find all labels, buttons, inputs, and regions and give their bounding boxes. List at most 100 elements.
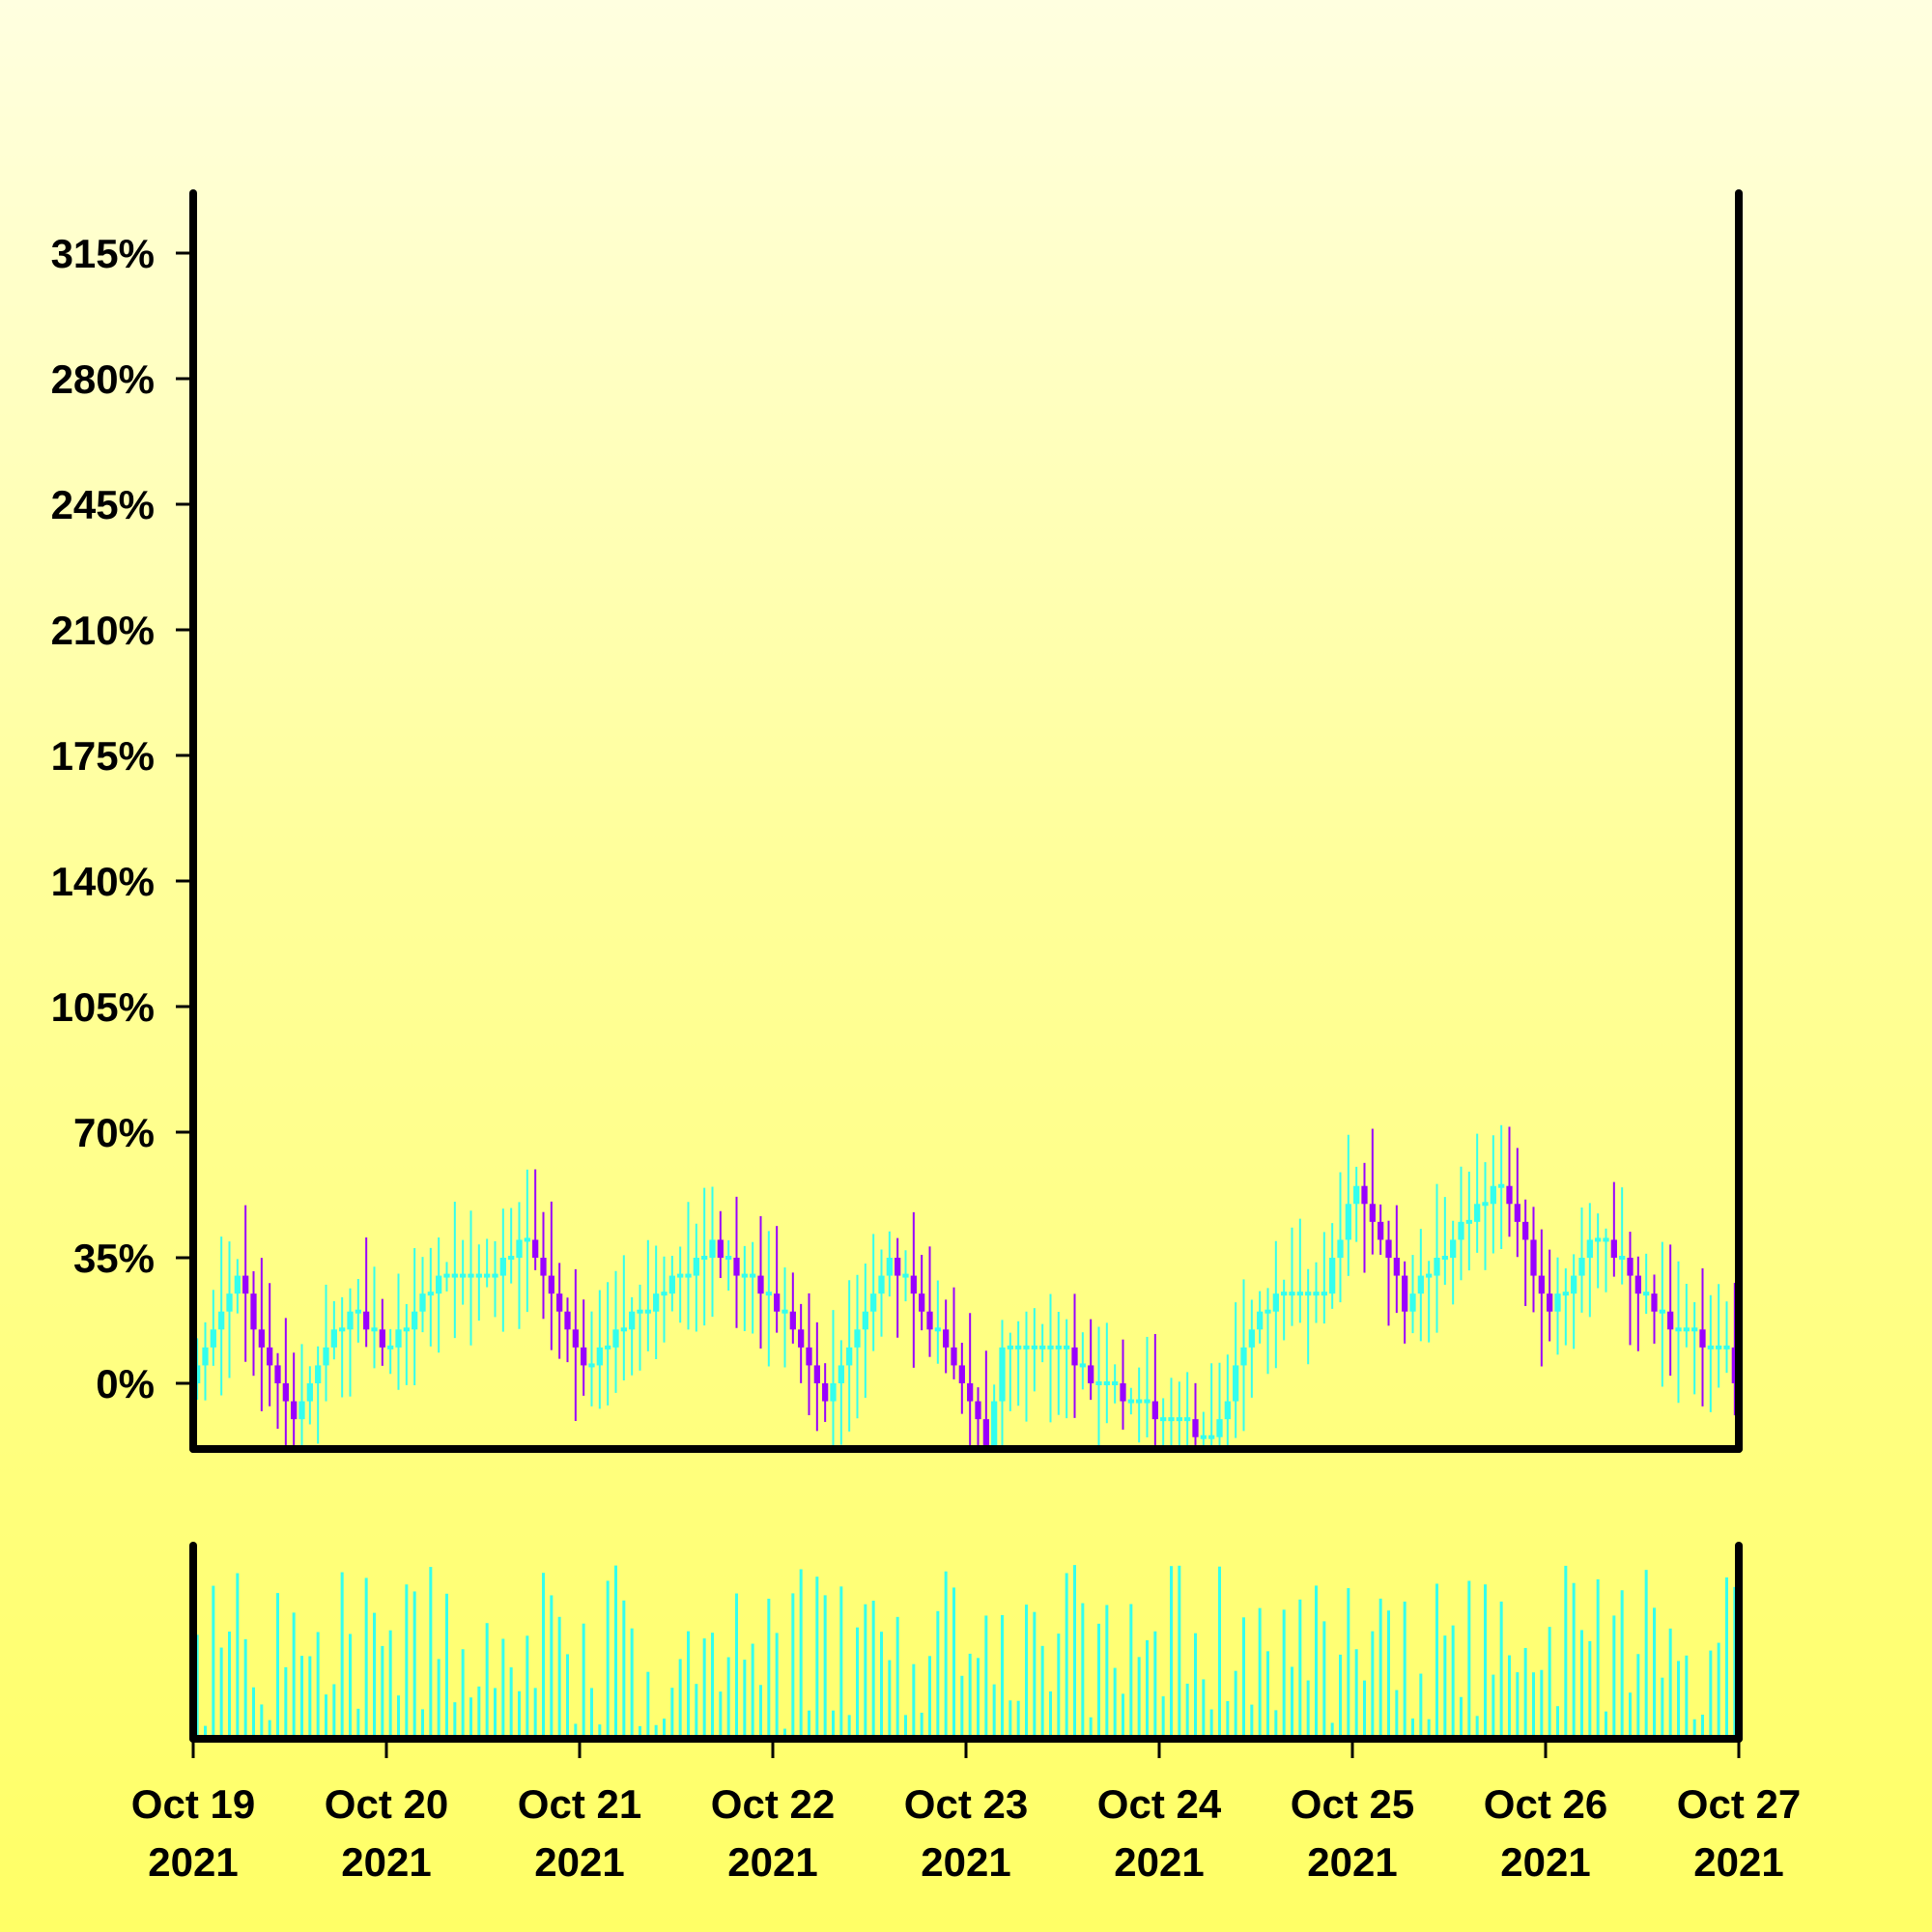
volume-bar [1484,1584,1487,1739]
candle-body [693,1258,699,1276]
volume-bar [1073,1565,1076,1739]
volume-bar [864,1604,867,1739]
volume-bar [1339,1654,1342,1739]
volume-bar [518,1690,521,1739]
candle-body [1667,1311,1674,1330]
candle-body [291,1401,298,1420]
candle-body [709,1239,716,1258]
volume-bar [1685,1655,1689,1739]
candle-body [838,1365,844,1383]
volume-bar [1395,1690,1399,1739]
candle-body [934,1327,941,1332]
volume-bar [1354,1649,1358,1739]
candle-body [789,1311,796,1330]
x-tick-year: 2021 [1500,1839,1590,1885]
volume-bar [526,1635,529,1739]
volume-bar [1234,1670,1237,1739]
candle-body [1127,1399,1134,1404]
candle-body [1634,1275,1641,1294]
volume-bar [1315,1585,1318,1739]
volume-bar [678,1659,682,1739]
candle-body [975,1401,981,1420]
volume-bar [453,1702,457,1739]
candle-body [475,1273,482,1278]
candle-body [750,1273,756,1278]
candle-body [1699,1329,1706,1348]
candle-body [1272,1293,1279,1312]
candle-body [323,1347,329,1366]
volume-bar [1057,1634,1061,1739]
candle-body [862,1311,868,1330]
volume-bar [477,1686,481,1739]
volume-bar [1467,1580,1471,1739]
y-axis-ticks: 0% 35% 70% 105% 140% 175% 210% 245% 280% 315% [51,231,193,1406]
volume-bar [815,1577,819,1739]
candle-body [1112,1381,1119,1385]
candle-body [524,1237,530,1242]
volume-bar [1419,1673,1423,1739]
volume-bar [1451,1625,1455,1739]
candle-body [202,1347,209,1366]
volume-bar [952,1587,955,1739]
y-tick-label: 175% [51,733,155,779]
candle-body [339,1327,346,1332]
candle-body [1257,1311,1264,1330]
candle-body [1264,1309,1271,1314]
candle-body [878,1275,885,1294]
candle-body [347,1311,354,1330]
candle-body [548,1275,554,1294]
volume-bar [622,1600,626,1739]
volume-bar [1347,1588,1350,1739]
candle-body [902,1273,909,1278]
candle-body [395,1329,402,1348]
volume-bar [445,1593,448,1739]
candle-body [298,1401,305,1420]
y-tick-label: 245% [51,482,155,527]
candle-body [798,1329,805,1348]
candle-body [484,1273,491,1278]
candle-body [1659,1309,1665,1314]
volume-bar [1065,1573,1068,1739]
volume-bar [268,1719,271,1739]
candle-body [403,1327,410,1332]
volume-bar [1733,1586,1737,1739]
x-tick-year: 2021 [921,1839,1010,1885]
volume-bar [1508,1655,1511,1739]
candle-body [1120,1383,1126,1402]
candle-body [999,1347,1006,1402]
candle-body [355,1309,361,1314]
candle-body [267,1347,273,1366]
candle-body [1184,1417,1191,1422]
candle-body [677,1273,684,1278]
candle-body [1402,1275,1408,1312]
volume-bar [236,1573,240,1739]
candle-body [661,1292,668,1296]
volume-bar [847,1715,851,1739]
volume-bar [1564,1565,1568,1739]
volume-bar [1153,1631,1157,1739]
volume-bar [1629,1692,1632,1739]
candle-body [1240,1347,1247,1366]
x-tick-label: Oct 27 [1677,1781,1801,1827]
candle-body [1562,1292,1569,1296]
volume-bar [663,1719,666,1739]
volume-bar [1025,1605,1028,1739]
volume-bar [260,1704,264,1739]
volume-bar [1548,1627,1551,1739]
candle-body [1248,1329,1255,1348]
volume-bar [1178,1565,1181,1739]
volume-bar [308,1656,312,1739]
candle-body [958,1365,965,1383]
candle-body [982,1419,989,1446]
volume-bar [373,1612,376,1739]
candle-body [1603,1237,1609,1242]
volume-bar [533,1688,537,1739]
candle-body [387,1345,394,1350]
candle-body [1716,1345,1722,1350]
volume-bar [1725,1577,1728,1739]
candle-body [685,1273,692,1278]
candle-body [508,1256,515,1260]
y-tick-label: 140% [51,859,155,904]
volume-bar [912,1663,916,1739]
volume-bar [300,1656,303,1739]
